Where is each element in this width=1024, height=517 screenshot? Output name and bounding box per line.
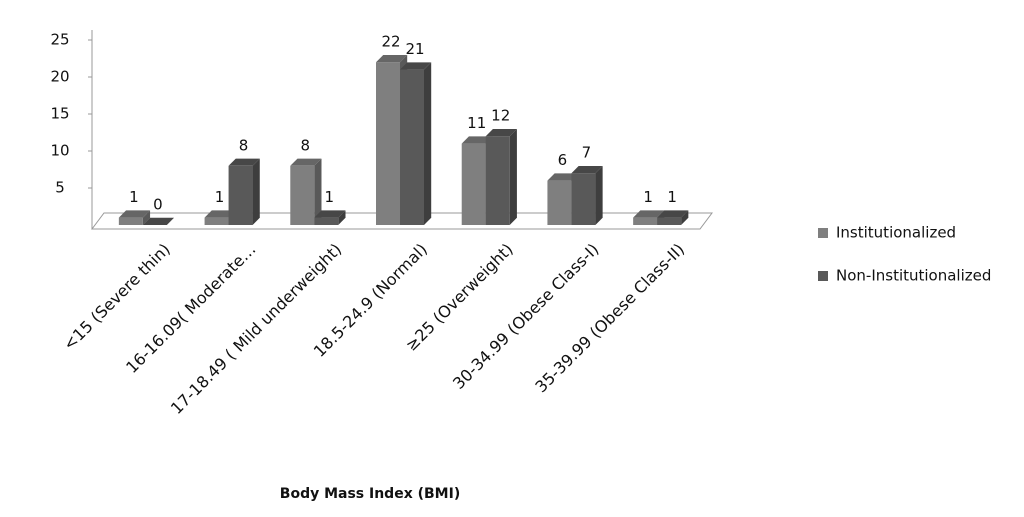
data-label: 12 (491, 107, 510, 125)
bar (547, 180, 572, 225)
bar-side (424, 62, 432, 226)
bar (571, 173, 596, 225)
bar (118, 217, 143, 225)
bar (204, 217, 229, 225)
bar-top (118, 210, 151, 218)
bar-top (633, 210, 665, 218)
bar (633, 217, 658, 225)
data-label: 7 (582, 144, 592, 162)
bar-side (252, 158, 260, 225)
x-tick-label: 17-18.49 ( Mild underweight) (167, 240, 345, 418)
y-tick-label: 25 (50, 31, 69, 49)
legend-swatch (818, 228, 828, 238)
data-label: 8 (239, 136, 249, 154)
data-label: 1 (325, 188, 335, 206)
y-tick-label: 15 (50, 105, 69, 123)
bar-top (314, 210, 346, 218)
x-axis-title: Body Mass Index (BMI) (280, 486, 460, 502)
y-tick-label: 20 (50, 68, 69, 86)
bar-side (338, 210, 346, 225)
data-label: 6 (558, 151, 568, 169)
bar (657, 217, 682, 225)
data-label: 21 (405, 40, 424, 58)
bar-top (461, 136, 493, 144)
bar-side (142, 210, 151, 225)
bar-top (290, 158, 322, 166)
bar (461, 143, 486, 225)
bar-side (681, 210, 689, 225)
bar-top (204, 210, 236, 218)
y-tick-label: 10 (50, 142, 69, 160)
bar-top (228, 158, 260, 166)
bar-side (314, 158, 322, 225)
bar-top (547, 173, 579, 181)
bar-side (595, 166, 603, 225)
bar (314, 217, 339, 225)
legend-swatch (818, 271, 828, 281)
bar-side (509, 129, 517, 225)
data-label: 1 (129, 188, 139, 206)
bar-top (400, 62, 432, 70)
x-tick-label: 30-34.99 (Obese Class-I) (449, 240, 602, 393)
data-label: 1 (643, 188, 653, 206)
data-label: 1 (667, 188, 677, 206)
y-tick-label: 5 (55, 179, 65, 197)
legend-label: Non-Institutionalized (836, 267, 991, 285)
bar (376, 62, 400, 226)
data-label: 22 (381, 33, 400, 51)
bar-top (142, 217, 175, 225)
x-tick-label: 35-39.99 (Obese Class-II) (531, 240, 688, 397)
bar-top (571, 166, 603, 174)
bar (400, 69, 424, 225)
data-label: 1 (215, 188, 225, 206)
bar-top (376, 55, 408, 63)
legend-label: Institutionalized (836, 224, 956, 242)
bar (485, 136, 510, 225)
bar (290, 165, 315, 225)
data-label: 0 (153, 196, 163, 214)
data-label: 8 (301, 136, 311, 154)
bar-top (657, 210, 689, 218)
bar-top (485, 129, 517, 137)
data-label: 11 (467, 114, 486, 132)
bar (228, 165, 253, 225)
